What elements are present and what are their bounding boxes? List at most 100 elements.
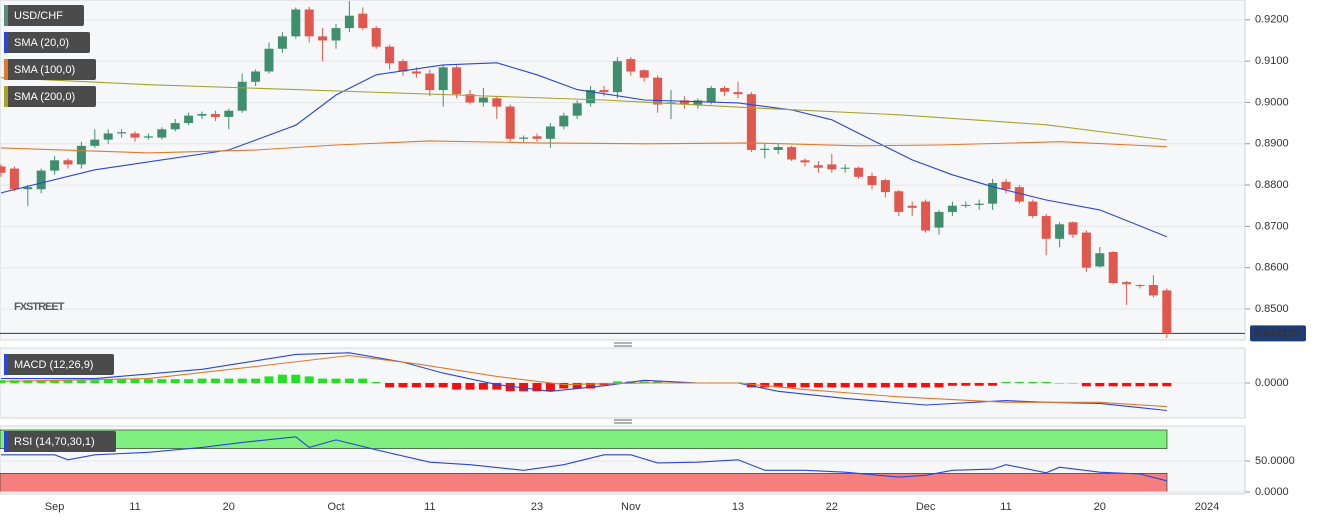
candle-body bbox=[599, 90, 609, 93]
candle-body bbox=[572, 103, 582, 116]
macd-histogram-bar bbox=[103, 379, 113, 383]
candle-body bbox=[63, 160, 73, 165]
macd-histogram-bar bbox=[867, 383, 877, 388]
indicator-line bbox=[1, 436, 1167, 482]
candle-body bbox=[773, 147, 783, 150]
macd-histogram-bar bbox=[358, 378, 368, 383]
macd-histogram-bar bbox=[277, 374, 287, 383]
macd-histogram-bar bbox=[385, 383, 395, 388]
macd-histogram-bar bbox=[170, 379, 180, 383]
x-tick-label: Nov bbox=[621, 501, 641, 513]
candle-body bbox=[143, 136, 153, 138]
x-tick-label: 20 bbox=[1094, 501, 1106, 513]
candle-body bbox=[264, 48, 274, 72]
y-tick-label: 0.0000 bbox=[1255, 377, 1289, 389]
candle-body bbox=[988, 183, 998, 204]
macd-histogram-bar bbox=[639, 381, 649, 383]
candle-body bbox=[505, 106, 515, 139]
last-price-label: 0.844110 bbox=[1254, 327, 1299, 339]
macd-histogram-bar bbox=[411, 383, 421, 388]
candle-body bbox=[612, 61, 622, 93]
macd-histogram-bar bbox=[452, 383, 462, 390]
legend-label: SMA (200,0) bbox=[14, 91, 75, 103]
x-tick-label: Dec bbox=[916, 501, 936, 513]
macd-histogram-bar bbox=[907, 383, 917, 388]
candle-body bbox=[1108, 252, 1118, 283]
candle-body bbox=[760, 148, 770, 150]
candle-body bbox=[237, 81, 247, 111]
panel-grip[interactable] bbox=[614, 419, 632, 424]
candle-body bbox=[452, 67, 462, 95]
legend-box bbox=[4, 32, 90, 53]
legend-swatch bbox=[4, 86, 8, 107]
macd-histogram-bar bbox=[1055, 383, 1065, 384]
indicator-line bbox=[0, 140, 1167, 154]
candle-body bbox=[277, 36, 287, 49]
legend-label: SMA (100,0) bbox=[14, 64, 75, 76]
candle-body bbox=[1001, 181, 1011, 190]
x-tick-label: 11 bbox=[1000, 501, 1011, 513]
macd-histogram-bar bbox=[264, 376, 274, 383]
candle-body bbox=[90, 139, 100, 146]
macd-histogram-bar bbox=[827, 383, 837, 388]
candle-body bbox=[291, 9, 301, 37]
candle-body bbox=[425, 73, 435, 91]
macd-histogram-bar bbox=[532, 383, 542, 392]
y-tick-label: 0.8800 bbox=[1255, 179, 1289, 191]
indicator-line bbox=[0, 77, 1167, 141]
candle-body bbox=[545, 126, 555, 139]
candle-body bbox=[840, 167, 850, 169]
candle-body bbox=[586, 90, 596, 104]
macd-histogram-bar bbox=[773, 383, 783, 388]
candle-body bbox=[197, 114, 207, 116]
macd-histogram-bar bbox=[251, 378, 261, 383]
candle-body bbox=[1135, 285, 1145, 287]
candle-body bbox=[318, 36, 328, 41]
macd-histogram-bar bbox=[840, 383, 850, 388]
x-tick-label: Sep bbox=[45, 501, 65, 513]
legend-swatch bbox=[4, 5, 8, 26]
macd-histogram-bar bbox=[1068, 383, 1078, 384]
macd-histogram-bar bbox=[1014, 381, 1024, 383]
candle-body bbox=[251, 71, 261, 82]
macd-histogram-bar bbox=[988, 383, 998, 386]
macd-histogram-bar bbox=[143, 379, 153, 383]
macd-histogram-bar bbox=[653, 381, 663, 383]
x-tick-label: 11 bbox=[129, 501, 140, 513]
candle-body bbox=[746, 94, 756, 150]
macd-histogram-bar bbox=[1122, 383, 1132, 387]
candle-body bbox=[720, 87, 730, 92]
macd-histogram-bar bbox=[1028, 381, 1038, 383]
candle-body bbox=[117, 132, 127, 134]
candle-body bbox=[0, 166, 6, 173]
candle-body bbox=[921, 201, 931, 231]
watermark: FXSTREET bbox=[14, 301, 65, 313]
macd-histogram-bar bbox=[1095, 383, 1105, 387]
macd-histogram-bar bbox=[813, 383, 823, 388]
panel-grip[interactable] bbox=[614, 342, 632, 347]
candle-body bbox=[103, 133, 113, 140]
y-tick-label: 0.8700 bbox=[1255, 220, 1289, 232]
macd-histogram-bar bbox=[50, 380, 60, 383]
candle-body bbox=[398, 61, 408, 72]
legend-box bbox=[4, 431, 116, 452]
macd-histogram-bar bbox=[854, 383, 864, 388]
candle-body bbox=[626, 59, 636, 72]
candle-body bbox=[974, 203, 984, 205]
last-price-box bbox=[1250, 325, 1306, 342]
candle-body bbox=[1122, 282, 1132, 285]
candle-body bbox=[653, 77, 663, 105]
macd-histogram-bar bbox=[787, 383, 797, 388]
candle-body bbox=[827, 164, 837, 170]
macd-histogram-bar bbox=[974, 383, 984, 386]
macd-histogram-bar bbox=[438, 383, 448, 388]
price-panel bbox=[0, 0, 1246, 341]
candle-body bbox=[36, 170, 46, 190]
x-tick-label: 2024 bbox=[1195, 501, 1219, 513]
x-tick-label: 22 bbox=[826, 501, 838, 513]
candle-body bbox=[947, 205, 957, 212]
macd-histogram-bar bbox=[304, 376, 314, 383]
macd-histogram-bar bbox=[1041, 381, 1051, 383]
legend-item: MACD (12,26,9) bbox=[4, 354, 114, 375]
candle-body bbox=[411, 71, 421, 74]
